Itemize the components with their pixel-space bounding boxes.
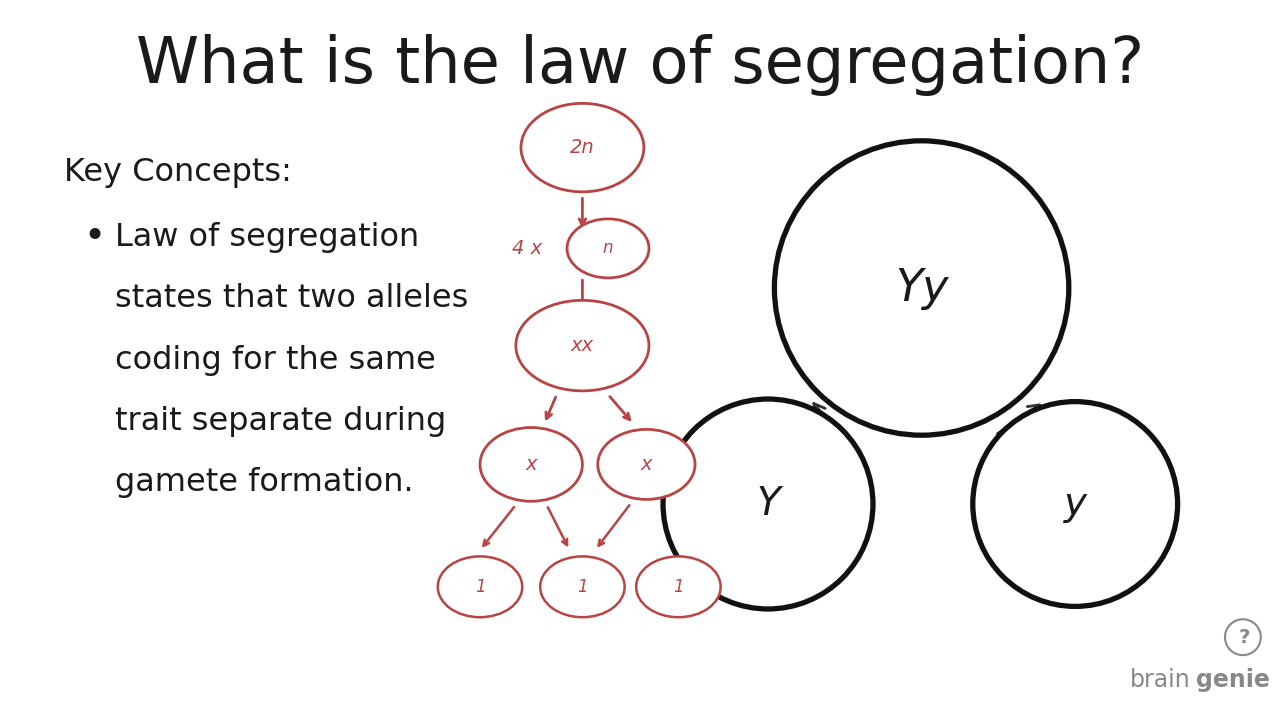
Text: Law of segregation: Law of segregation bbox=[115, 222, 420, 253]
Ellipse shape bbox=[636, 557, 721, 617]
Text: 1: 1 bbox=[673, 577, 684, 596]
Text: Key Concepts:: Key Concepts: bbox=[64, 157, 292, 189]
Text: 2n: 2n bbox=[570, 138, 595, 157]
Text: •: • bbox=[83, 220, 105, 256]
Text: x: x bbox=[641, 455, 652, 474]
Ellipse shape bbox=[438, 557, 522, 617]
Text: brain: brain bbox=[1130, 668, 1190, 693]
Text: Yy: Yy bbox=[895, 266, 948, 310]
Text: states that two alleles: states that two alleles bbox=[115, 283, 468, 315]
Ellipse shape bbox=[521, 104, 644, 192]
Text: ?: ? bbox=[1239, 628, 1249, 647]
Text: 1: 1 bbox=[475, 577, 485, 596]
Ellipse shape bbox=[598, 429, 695, 500]
Ellipse shape bbox=[480, 428, 582, 501]
Ellipse shape bbox=[663, 399, 873, 609]
Ellipse shape bbox=[567, 219, 649, 278]
Text: gamete formation.: gamete formation. bbox=[115, 467, 413, 498]
Text: x: x bbox=[526, 455, 536, 474]
Ellipse shape bbox=[973, 402, 1178, 606]
Text: 4 x: 4 x bbox=[512, 239, 543, 258]
Ellipse shape bbox=[540, 557, 625, 617]
Text: trait separate during: trait separate during bbox=[115, 405, 447, 437]
Text: 1: 1 bbox=[577, 577, 588, 596]
Ellipse shape bbox=[774, 141, 1069, 435]
Text: What is the law of segregation?: What is the law of segregation? bbox=[136, 34, 1144, 96]
Text: n: n bbox=[603, 239, 613, 257]
Text: xx: xx bbox=[571, 336, 594, 355]
Text: Y: Y bbox=[756, 485, 780, 523]
Text: y: y bbox=[1064, 485, 1087, 523]
Text: coding for the same: coding for the same bbox=[115, 344, 436, 376]
Text: genie: genie bbox=[1196, 668, 1270, 693]
Ellipse shape bbox=[516, 300, 649, 391]
